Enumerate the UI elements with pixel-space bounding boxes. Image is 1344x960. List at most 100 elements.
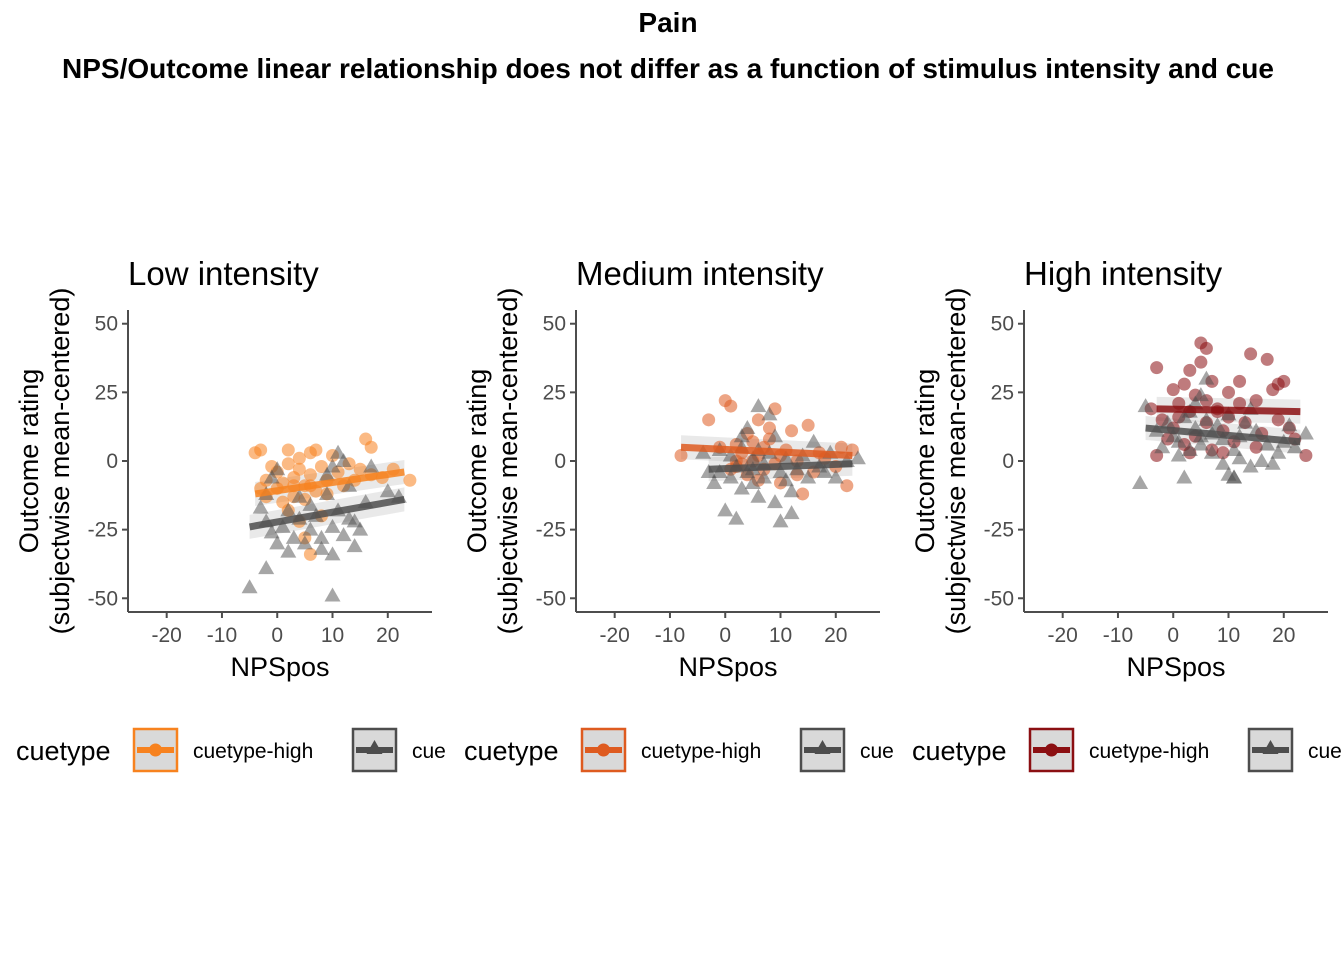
data-point-triangle [706,474,723,489]
panels: Low intensity -50 -25 0 25 50 -20 -10 0 10 20 NPSpo… [14,255,1342,773]
data-point-triangle [805,433,822,448]
x-tick-label: -10 [655,624,685,647]
data-point-triangle [1132,474,1149,489]
legend-key-triangle [814,740,831,754]
data-point-triangle [1226,442,1243,457]
data-point-circle [1177,377,1191,391]
panel-1: Low intensity -50 -25 0 25 50 -20 -10 0 10 20 NPSpo… [14,255,446,773]
data-point-triangle [1226,469,1243,484]
data-point-circle [1249,394,1263,408]
x-axis-title: NPSpos [230,652,329,682]
x-tick-label: -20 [1048,624,1078,647]
data-point-triangle [335,527,352,542]
data-point-triangle [728,510,745,525]
fit-line-2 [248,495,405,531]
legend-key-circle [149,743,162,757]
data-point-triangle [1170,433,1187,448]
legend-key-circle [1045,743,1058,757]
data-point-circle [281,443,295,457]
data-point-triangle [269,461,286,476]
data-point-circle [1271,413,1285,427]
data-point-triangle [346,513,363,528]
fit-line-1 [254,468,405,498]
legend-key-triangle [1262,740,1279,754]
panel-title: High intensity [1024,255,1223,292]
data-point-triangle [313,540,330,555]
legend-key-triangle [366,740,383,754]
data-point-triangle [1231,450,1248,465]
legend-label: cuetype-high [1089,740,1209,763]
data-point-triangle [346,538,363,553]
y-axis-title-line: Outcome rating [462,369,492,554]
data-point-triangle [291,488,308,503]
data-point-triangle [335,453,352,467]
data-point-circle [276,495,290,509]
data-point-triangle [1253,453,1270,467]
data-point-triangle [1176,469,1193,484]
data-point-triangle [1192,436,1209,451]
y-tick-label: 0 [106,450,118,473]
data-point-circle [801,418,815,432]
data-point-triangle [263,524,280,539]
x-tick-label: 10 [769,624,792,647]
data-point-circle [292,462,306,476]
data-point-triangle [296,535,313,550]
x-tick-label: 0 [719,624,731,647]
x-tick-label: 0 [1167,624,1179,647]
legend-label: cue [412,740,446,763]
x-tick-label: -20 [600,624,630,647]
y-tick-label: -50 [984,587,1014,610]
x-tick-label: 10 [1217,624,1240,647]
y-axis-title-line: Outcome rating [14,369,44,554]
data-point-circle [364,440,378,454]
data-point-triangle [1137,398,1154,413]
legend: cuetype cuetype-high cue [912,727,1342,773]
data-point-triangle [1248,422,1265,437]
data-point-triangle [816,463,833,478]
y-axis-title: Outcome rating(subjectwise mean-centered… [910,288,971,635]
data-point-circle [303,547,317,561]
data-point-triangle [778,450,795,465]
data-point-circle [834,440,848,454]
y-tick-label: 50 [991,313,1014,336]
legend-label: cue [1308,740,1342,763]
data-point-circle [281,457,295,471]
data-point-circle [1222,385,1236,399]
x-tick-label: 20 [1272,624,1295,647]
data-point-triangle [717,502,734,517]
y-tick-label: -25 [88,519,118,542]
data-point-triangle [761,406,778,421]
data-point-triangle [766,494,783,509]
data-point-triangle [269,535,286,550]
data-point-triangle [1170,447,1187,462]
data-point-triangle [1159,414,1176,429]
data-point-circle [1260,352,1274,366]
data-point-circle [724,399,738,413]
data-point-triangle [744,450,761,465]
data-point-circle [751,413,765,427]
y-tick-label: 25 [95,381,118,404]
data-point-triangle [280,502,297,517]
fit-line-2 [708,460,853,473]
data-point-circle [403,473,417,487]
y-tick-label: -50 [88,587,118,610]
data-point-circle [1277,374,1291,388]
y-tick-label: 25 [543,381,566,404]
x-tick-label: 20 [824,624,847,647]
data-point-triangle [324,546,341,561]
x-tick-label: -10 [207,624,237,647]
data-point-circle [796,487,810,501]
x-tick-label: 20 [376,624,399,647]
data-point-triangle [772,513,789,528]
data-point-circle [785,424,799,438]
legend-label: cuetype-high [193,740,313,763]
data-point-triangle [252,499,269,514]
data-point-triangle [363,458,380,473]
y-axis-title-line: (subjectwise mean-centered) [941,288,971,635]
data-point-triangle [783,505,800,520]
x-axis-title: NPSpos [1126,652,1225,682]
data-point-triangle [800,469,817,484]
data-point-triangle [379,483,396,498]
data-point-triangle [263,469,280,484]
fit-line-1 [1156,405,1301,416]
